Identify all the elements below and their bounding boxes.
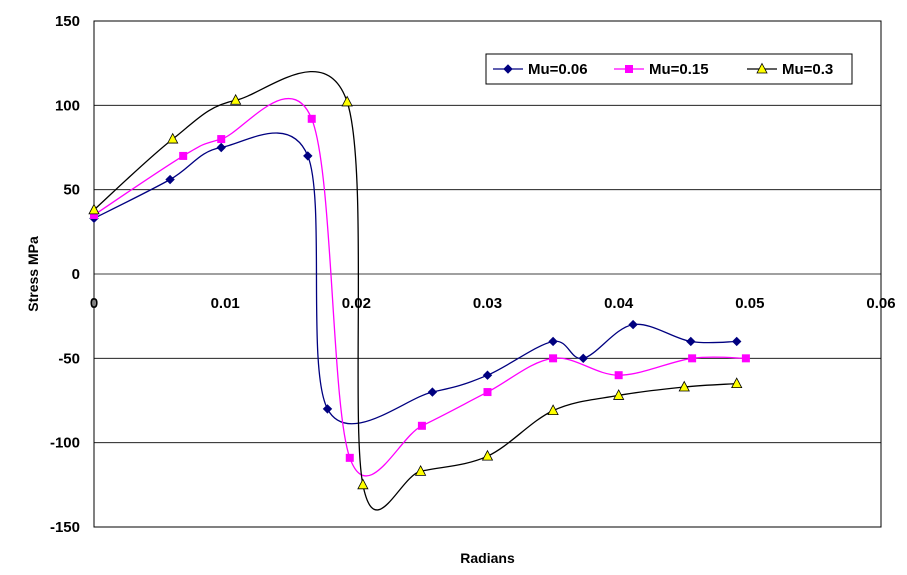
data-point xyxy=(167,132,179,144)
data-point xyxy=(427,387,438,397)
data-point xyxy=(628,319,638,330)
data-point xyxy=(578,353,588,364)
x-tick-label: 0.04 xyxy=(604,295,634,312)
data-point xyxy=(614,371,623,380)
y-tick-label: 100 xyxy=(55,97,80,114)
x-tick-labels: 0 0.01 0.02 0.03 0.04 0.05 0.06 xyxy=(90,295,896,312)
y-tick-label: -100 xyxy=(50,435,80,452)
data-point xyxy=(303,151,313,161)
data-point xyxy=(216,142,226,153)
gridlines xyxy=(94,104,881,444)
x-tick-label: 0.06 xyxy=(866,295,895,312)
data-point xyxy=(229,93,242,105)
x-tick-label: 0.05 xyxy=(735,295,764,312)
legend-marker xyxy=(625,65,633,73)
data-point xyxy=(357,478,369,490)
data-point xyxy=(732,336,742,347)
data-point xyxy=(345,453,354,462)
legend: Mu=0.06 Mu=0.15 Mu=0.3 xyxy=(485,53,853,85)
data-point xyxy=(548,336,558,347)
data-point xyxy=(678,380,690,392)
x-axis-title: Radians xyxy=(460,550,515,566)
data-point xyxy=(731,377,743,389)
legend-label: Mu=0.06 xyxy=(528,61,588,78)
data-point xyxy=(482,370,493,380)
data-point xyxy=(88,203,100,215)
legend-label: Mu=0.3 xyxy=(782,61,833,78)
x-tick-label: 0.02 xyxy=(342,295,371,312)
legend-box xyxy=(485,53,853,85)
data-point xyxy=(341,95,353,107)
data-point xyxy=(414,464,427,476)
data-point xyxy=(179,151,188,160)
y-tick-label: -50 xyxy=(58,350,80,367)
data-point xyxy=(481,449,494,461)
y-tick-label: 150 xyxy=(55,13,80,30)
legend-marker xyxy=(503,64,513,74)
legend-marker xyxy=(756,62,768,74)
data-point xyxy=(307,114,316,123)
data-point xyxy=(549,354,558,363)
data-point xyxy=(688,354,697,363)
legend-label: Mu=0.15 xyxy=(649,61,709,78)
x-tick-label: 0 xyxy=(90,295,98,312)
data-point xyxy=(417,421,426,430)
y-axis-title: Stress MPa xyxy=(25,236,41,312)
data-point xyxy=(322,404,333,414)
data-point xyxy=(686,336,696,347)
y-tick-label: 0 xyxy=(72,266,80,283)
data-point xyxy=(741,354,750,363)
series-markers xyxy=(88,93,750,490)
x-tick-label: 0.03 xyxy=(473,295,502,312)
y-tick-label: 50 xyxy=(63,182,80,199)
data-point xyxy=(217,135,226,144)
x-tick-label: 0.01 xyxy=(211,295,240,312)
data-point xyxy=(483,388,492,397)
y-tick-labels: 150 100 50 0 -50 -100 -150 xyxy=(50,13,80,536)
data-point xyxy=(547,404,559,416)
data-point xyxy=(613,389,625,400)
data-point xyxy=(165,174,175,185)
y-tick-label: -150 xyxy=(50,519,80,536)
